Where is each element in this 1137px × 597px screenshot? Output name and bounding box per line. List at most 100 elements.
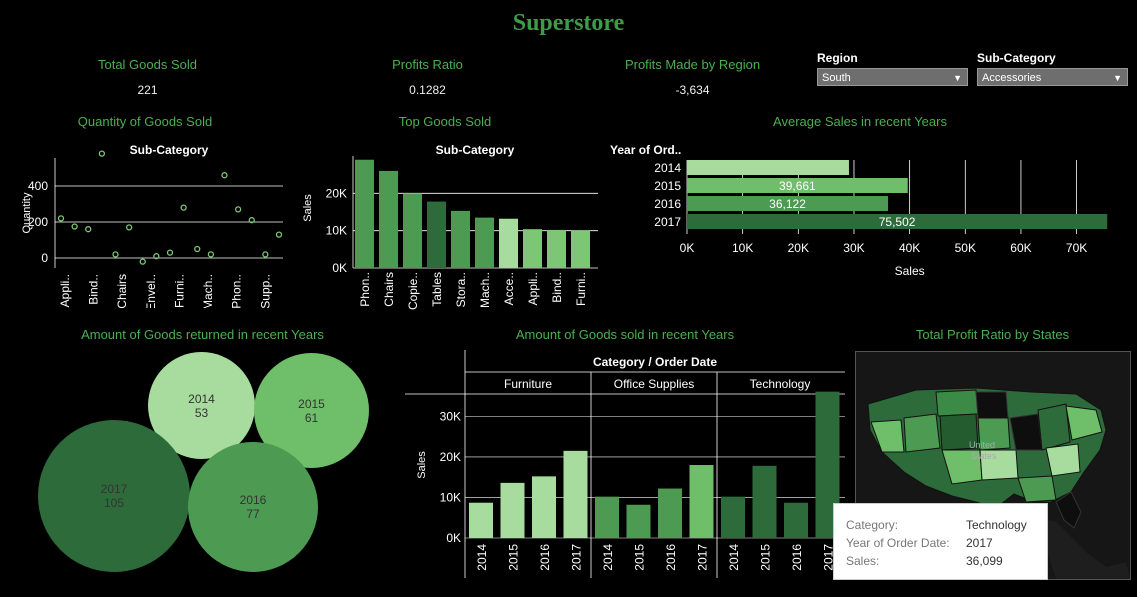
avg-sales-x-tick: 20K [788, 241, 809, 255]
avg-sales-y-tick: 2015 [654, 179, 681, 193]
top-goods-x-tick: Bind.. [550, 272, 564, 303]
kpi-region-profit-value: -3,634 [675, 83, 710, 97]
top-goods-bar [547, 229, 566, 268]
avg-sales-x-tick: 10K [732, 241, 753, 255]
returned-bubble-2017[interactable]: 2017 105 [38, 420, 190, 572]
sold-years-group-label: Office Supplies [614, 377, 695, 391]
quantity-x-tick: Supp.. [258, 274, 272, 308]
sold-years-x-tick: 2017 [822, 544, 836, 571]
top-goods-bar [499, 218, 518, 268]
avg-sales-section-title: Average Sales in recent Years [773, 114, 947, 129]
avg-sales-bar-chart[interactable]: Year of Ord.. 0K 10K 20K 30K 40K 50K 60K 70K Sale… [605, 138, 1125, 288]
quantity-x-tick: Mach.. [201, 274, 215, 308]
avg-sales-x-tick: 50K [955, 241, 976, 255]
top-goods-x-tick: Tables [430, 272, 444, 307]
top-goods-bar-chart[interactable]: Sub-Category Sales 0K 10K 20K Phon.. Chairs Cop… [295, 138, 605, 313]
sold-years-x-tick: 2014 [727, 544, 741, 571]
avg-sales-x-tick: 30K [843, 241, 864, 255]
returned-bubble-2016[interactable]: 2016 77 [188, 442, 318, 572]
top-goods-y-tick: 10K [326, 224, 347, 238]
sold-years-group-label: Furniture [504, 377, 552, 391]
kpi-profits-ratio-title: Profits Ratio [392, 57, 463, 72]
profit-states-section-title: Total Profit Ratio by States [915, 327, 1070, 342]
quantity-y-tick: 400 [28, 179, 48, 193]
bubble-value: 105 [103, 496, 125, 510]
sold-years-bar [721, 496, 745, 538]
quantity-x-tick: Bind.. [87, 274, 101, 305]
sold-years-bar [500, 482, 525, 538]
tooltip-value: 2017 [966, 536, 993, 550]
quantity-x-tick: Chairs [115, 274, 129, 308]
quantity-point [262, 251, 269, 258]
region-filter-label: Region [817, 51, 858, 65]
chart-tooltip: Category: Technology Year of Order Date: 20… [833, 503, 1048, 580]
top-goods-y-label: Sales [302, 194, 314, 222]
chevron-down-icon: ▼ [1113, 73, 1122, 83]
quantity-point [207, 251, 215, 258]
sold-years-bar [532, 476, 556, 538]
quantity-point [180, 204, 187, 211]
sold-years-bar [689, 465, 714, 538]
tooltip-key: Sales: [846, 554, 880, 568]
sold-years-x-tick: 2016 [538, 544, 552, 571]
quantity-point [85, 226, 92, 233]
top-goods-bar [355, 159, 374, 268]
region-dropdown[interactable]: South ▼ [817, 68, 968, 86]
kpi-total-goods-value: 221 [137, 83, 158, 97]
region-dropdown-value: South [822, 72, 851, 84]
quantity-point [234, 206, 242, 213]
quantity-chart-title: Sub-Category [130, 143, 209, 157]
sold-years-bar [595, 496, 619, 538]
quantity-point [194, 245, 201, 253]
sold-years-y-tick: 10K [440, 490, 461, 504]
subcategory-dropdown[interactable]: Accessories ▼ [977, 68, 1128, 86]
sold-years-x-tick: 2017 [570, 544, 584, 571]
sold-years-y-label: Sales [416, 451, 428, 479]
bubble-value: 77 [246, 507, 260, 521]
top-goods-x-tick: Appli.. [526, 272, 540, 305]
tooltip-value: Technology [966, 518, 1027, 532]
returned-bubble-chart[interactable]: 2014 53 2015 61 2017 105 2016 77 [30, 350, 380, 590]
top-goods-bar [379, 170, 398, 268]
avg-sales-x-tick: 40K [899, 241, 920, 255]
kpi-region-profit-title: Profits Made by Region [624, 57, 761, 72]
top-goods-x-tick: Stora.. [454, 272, 468, 307]
sold-years-x-tick: 2016 [790, 544, 804, 571]
top-goods-x-tick: Mach.. [478, 272, 492, 308]
quantity-point [166, 249, 174, 256]
quantity-point [275, 231, 283, 238]
bubble-year: 2017 [100, 482, 128, 496]
sold-years-x-tick: 2016 [664, 544, 678, 571]
svg-text:States: States [971, 451, 997, 461]
subcategory-dropdown-value: Accessories [982, 72, 1042, 84]
top-goods-bar [523, 229, 542, 268]
sold-years-section-title: Amount of Goods sold in recent Years [515, 327, 735, 342]
map-country-label: United [969, 440, 995, 450]
sold-years-bar-chart[interactable]: Category / Order Date Sales 0K 10K 20K 30K Fur… [405, 350, 850, 590]
quantity-point [139, 258, 146, 265]
sold-years-bar [626, 504, 651, 538]
kpi-profits-ratio-value: 0.1282 [409, 83, 446, 97]
tooltip-row: Category: Technology [846, 516, 1035, 534]
quantity-scatter-chart[interactable]: Sub-Category Quantity 0 200 400 Appli.. Bind..… [15, 138, 295, 308]
sold-years-bar [469, 502, 493, 538]
bubble-year: 2015 [298, 396, 325, 411]
avg-sales-bar [687, 178, 908, 193]
quantity-section-title: Quantity of Goods Sold [77, 114, 213, 129]
sold-years-x-tick: 2014 [601, 544, 615, 571]
avg-sales-y-title: Year of Ord.. [610, 143, 681, 157]
quantity-point [125, 224, 133, 231]
quantity-x-tick: Appli.. [58, 274, 72, 307]
quantity-x-tick: Phon.. [230, 274, 244, 308]
avg-sales-x-tick: 70K [1066, 241, 1087, 255]
quantity-point [71, 223, 78, 230]
sold-years-group-label: Technology [750, 377, 811, 391]
tooltip-key: Category: [846, 518, 899, 532]
quantity-point [153, 253, 160, 260]
avg-sales-y-tick: 2017 [654, 215, 681, 229]
returned-section-title: Amount of Goods returned in recent Years [81, 327, 324, 342]
tooltip-row: Sales: 36,099 [846, 552, 1035, 570]
sold-years-x-tick: 2017 [696, 544, 710, 571]
top-goods-x-tick: Furni.. [574, 272, 588, 306]
bubble-year: 2014 [188, 391, 215, 406]
